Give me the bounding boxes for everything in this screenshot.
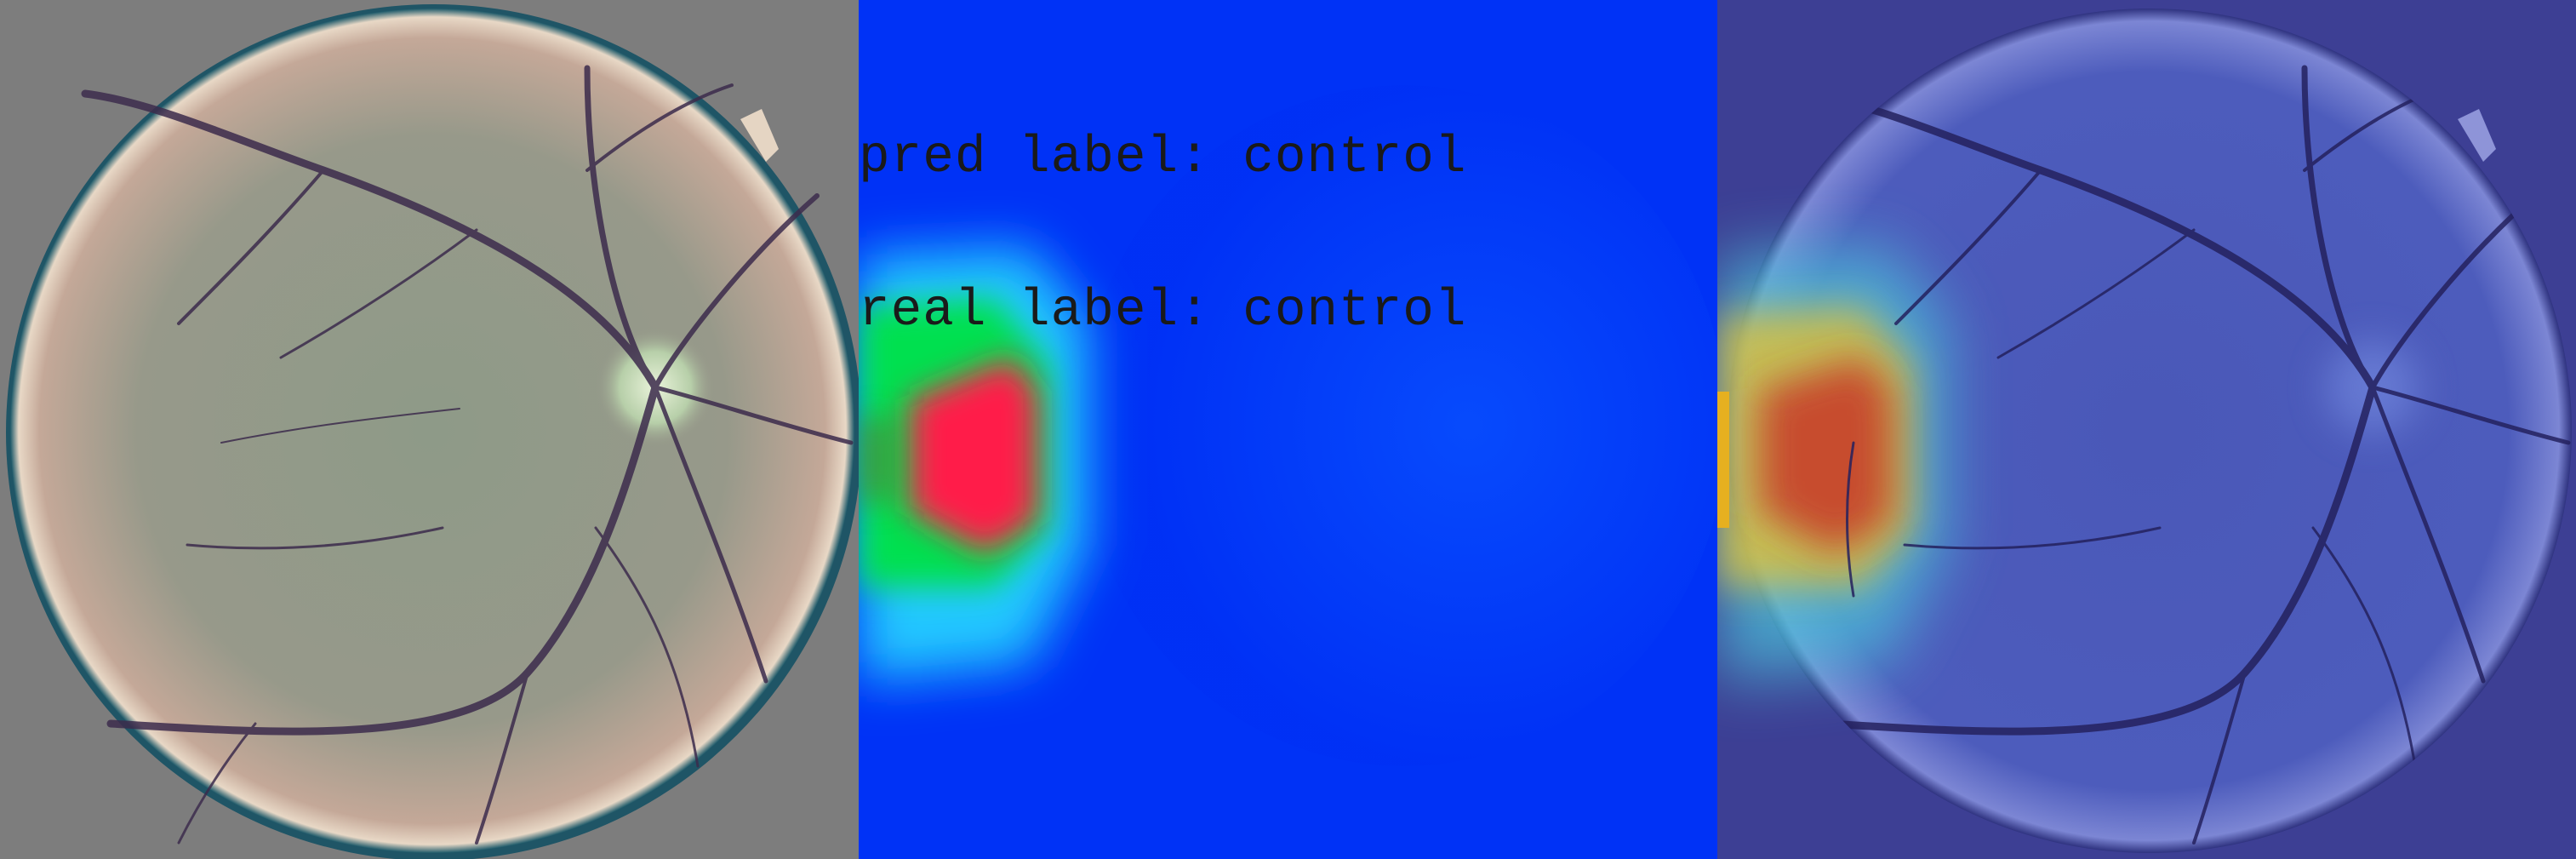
fundus-image-panel bbox=[0, 0, 859, 859]
heatmap-overlay bbox=[1717, 0, 2576, 859]
saliency-heatmap bbox=[859, 0, 1717, 859]
overlay-panel bbox=[1717, 0, 2576, 859]
real-label: real label: control bbox=[859, 282, 1467, 341]
fundus-image bbox=[0, 0, 859, 859]
prediction-labels: pred label: control real label: control bbox=[859, 31, 1467, 439]
pred-label: pred label: control bbox=[859, 129, 1467, 187]
heatmap-panel: pred label: control real label: control bbox=[859, 0, 1717, 859]
